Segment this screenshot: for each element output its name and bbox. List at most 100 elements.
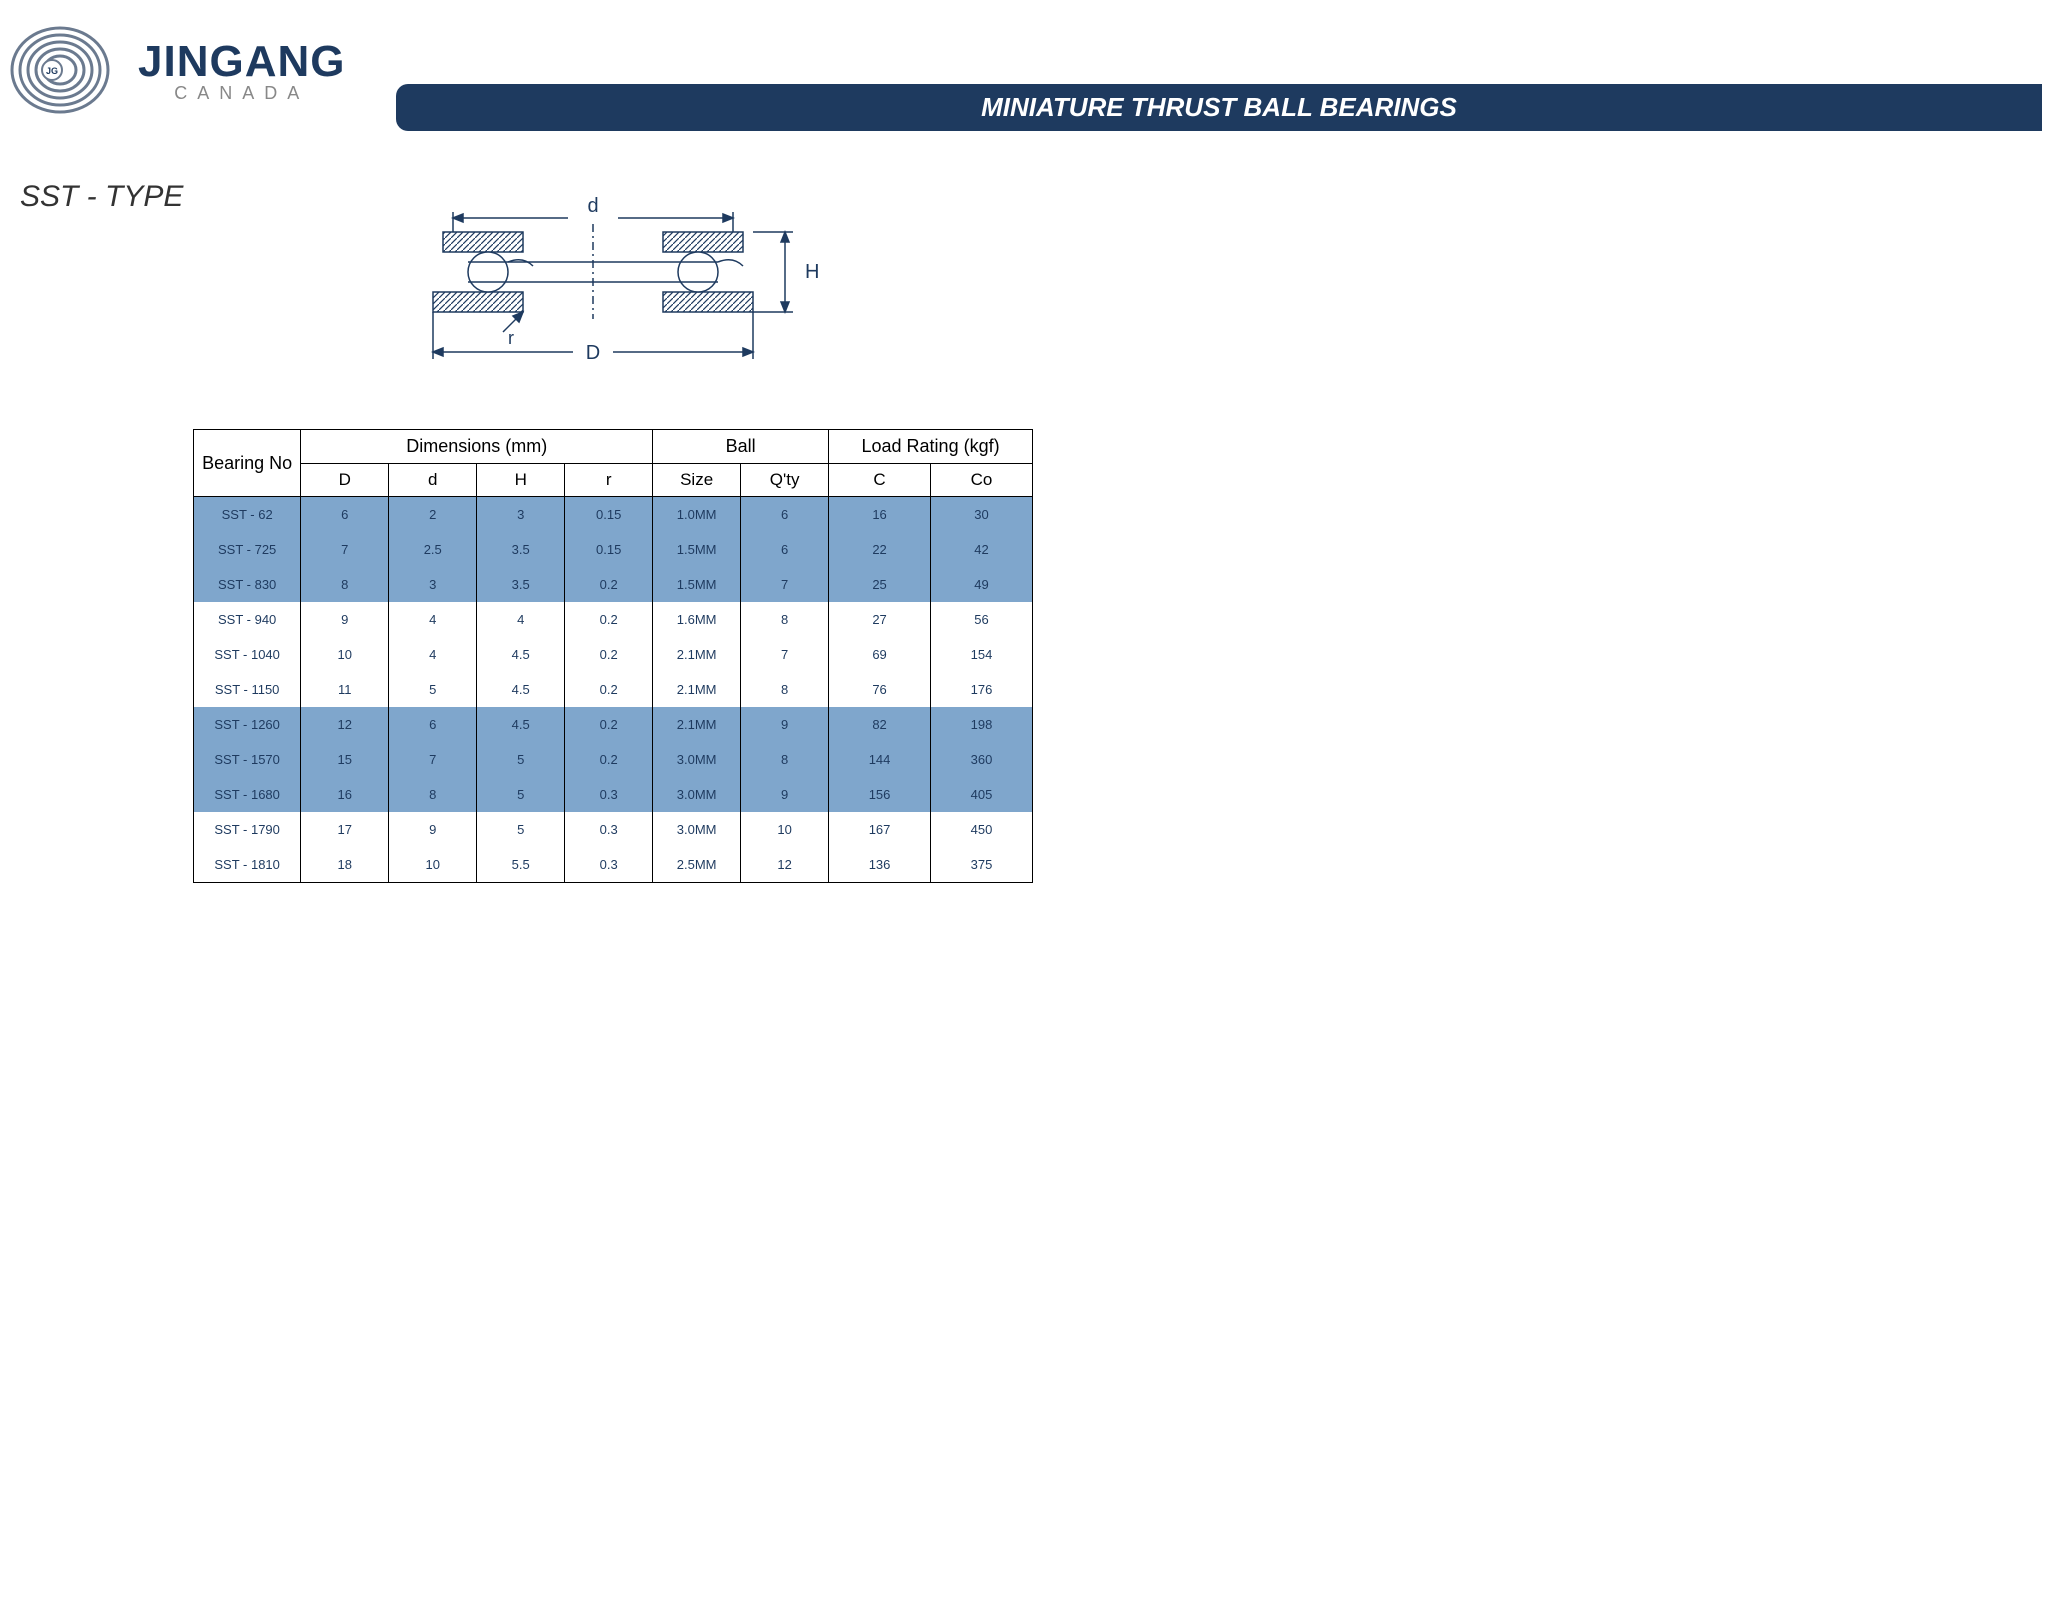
cell-bn: SST - 62	[194, 497, 301, 533]
cell-Co: 56	[931, 602, 1033, 637]
page-title-bar: MINIATURE THRUST BALL BEARINGS	[396, 84, 2042, 131]
table-row: SST - 10401044.50.22.1MM769154	[194, 637, 1033, 672]
bearing-diagram: d D H r	[10, 184, 1216, 409]
cell-Co: 360	[931, 742, 1033, 777]
dim-H-label: H	[805, 261, 819, 283]
cell-H: 4	[477, 602, 565, 637]
cell-D: 15	[301, 742, 389, 777]
cell-qty: 6	[741, 497, 829, 533]
cell-D: 12	[301, 707, 389, 742]
cell-qty: 8	[741, 672, 829, 707]
cell-d: 7	[389, 742, 477, 777]
cell-bn: SST - 1790	[194, 812, 301, 847]
cell-bn: SST - 1260	[194, 707, 301, 742]
cell-r: 0.2	[565, 637, 653, 672]
cell-C: 22	[829, 532, 931, 567]
cell-qty: 9	[741, 777, 829, 812]
cell-H: 5	[477, 742, 565, 777]
cell-d: 4	[389, 602, 477, 637]
cell-D: 18	[301, 847, 389, 883]
cell-qty: 10	[741, 812, 829, 847]
bearings-table: Bearing No Dimensions (mm) Ball Load Rat…	[193, 429, 1033, 883]
cell-qty: 7	[741, 637, 829, 672]
cell-bn: SST - 1150	[194, 672, 301, 707]
cell-size: 2.1MM	[653, 672, 741, 707]
cell-d: 5	[389, 672, 477, 707]
cell-Co: 154	[931, 637, 1033, 672]
cell-H: 5.5	[477, 847, 565, 883]
table-row: SST - 181018105.50.32.5MM12136375	[194, 847, 1033, 883]
cell-C: 25	[829, 567, 931, 602]
cell-C: 82	[829, 707, 931, 742]
cell-r: 0.2	[565, 567, 653, 602]
cell-H: 3.5	[477, 567, 565, 602]
table-row: SST - 9409440.21.6MM82756	[194, 602, 1033, 637]
cell-H: 4.5	[477, 707, 565, 742]
th-ball: Ball	[653, 430, 829, 464]
cell-d: 2.5	[389, 532, 477, 567]
cell-size: 1.5MM	[653, 532, 741, 567]
cell-C: 156	[829, 777, 931, 812]
cell-r: 0.15	[565, 532, 653, 567]
cell-D: 7	[301, 532, 389, 567]
company-country: CANADA	[174, 83, 309, 104]
cell-qty: 9	[741, 707, 829, 742]
cell-size: 1.0MM	[653, 497, 741, 533]
th-dimensions: Dimensions (mm)	[301, 430, 653, 464]
cell-size: 3.0MM	[653, 777, 741, 812]
cell-C: 69	[829, 637, 931, 672]
cell-size: 3.0MM	[653, 812, 741, 847]
cell-bn: SST - 1570	[194, 742, 301, 777]
cell-Co: 405	[931, 777, 1033, 812]
dim-d-label: d	[587, 195, 598, 217]
cell-Co: 450	[931, 812, 1033, 847]
cell-bn: SST - 830	[194, 567, 301, 602]
cell-qty: 12	[741, 847, 829, 883]
cell-bn: SST - 1040	[194, 637, 301, 672]
cell-H: 5	[477, 777, 565, 812]
cell-D: 16	[301, 777, 389, 812]
cell-r: 0.2	[565, 707, 653, 742]
cell-D: 9	[301, 602, 389, 637]
cell-H: 4.5	[477, 672, 565, 707]
table-body: SST - 626230.151.0MM61630SST - 72572.53.…	[194, 497, 1033, 883]
cell-H: 3.5	[477, 532, 565, 567]
table-row: SST - 12601264.50.22.1MM982198	[194, 707, 1033, 742]
cell-Co: 42	[931, 532, 1033, 567]
th-size: Size	[653, 464, 741, 497]
th-bearing-no: Bearing No	[194, 430, 301, 497]
cell-size: 3.0MM	[653, 742, 741, 777]
cell-D: 17	[301, 812, 389, 847]
cell-qty: 6	[741, 532, 829, 567]
table-row: SST - 157015750.23.0MM8144360	[194, 742, 1033, 777]
logo-spiral-icon: JG	[10, 20, 120, 120]
cell-D: 8	[301, 567, 389, 602]
svg-text:JG: JG	[46, 66, 58, 76]
cell-d: 8	[389, 777, 477, 812]
table-row: SST - 11501154.50.22.1MM876176	[194, 672, 1033, 707]
table-row: SST - 179017950.33.0MM10167450	[194, 812, 1033, 847]
cell-D: 11	[301, 672, 389, 707]
cell-size: 1.6MM	[653, 602, 741, 637]
cell-C: 144	[829, 742, 931, 777]
cell-bn: SST - 725	[194, 532, 301, 567]
cell-r: 0.2	[565, 672, 653, 707]
company-name: JINGANG	[138, 37, 345, 87]
cell-C: 167	[829, 812, 931, 847]
cell-Co: 30	[931, 497, 1033, 533]
th-Co: Co	[931, 464, 1033, 497]
cell-qty: 8	[741, 602, 829, 637]
cell-D: 6	[301, 497, 389, 533]
th-qty: Q'ty	[741, 464, 829, 497]
cell-size: 2.5MM	[653, 847, 741, 883]
cell-bn: SST - 940	[194, 602, 301, 637]
cell-Co: 198	[931, 707, 1033, 742]
cell-d: 10	[389, 847, 477, 883]
cell-r: 0.3	[565, 847, 653, 883]
cell-bn: SST - 1680	[194, 777, 301, 812]
cell-Co: 375	[931, 847, 1033, 883]
dim-r-label: r	[508, 328, 514, 348]
cell-H: 5	[477, 812, 565, 847]
cell-size: 1.5MM	[653, 567, 741, 602]
th-H: H	[477, 464, 565, 497]
